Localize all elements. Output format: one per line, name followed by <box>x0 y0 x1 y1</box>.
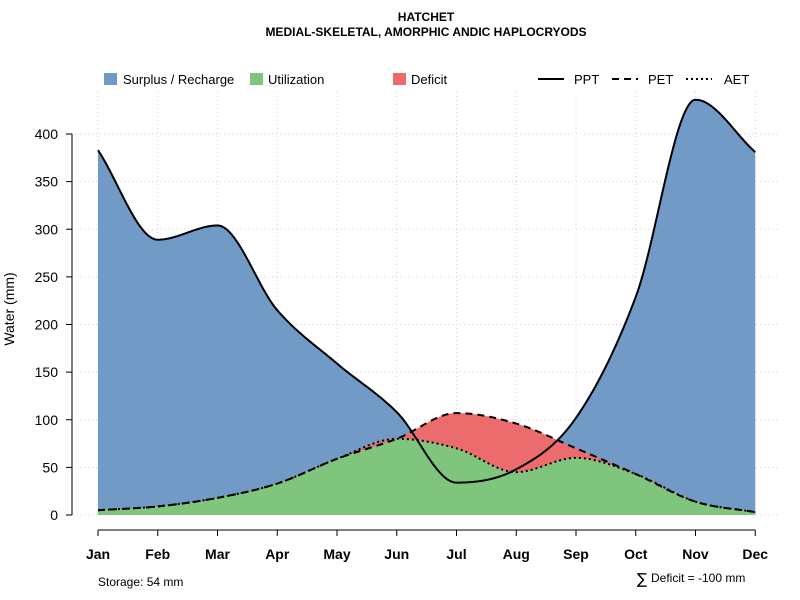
sum-symbol: ∑ <box>637 570 647 588</box>
series-line-aet <box>97 437 756 514</box>
x-tick-label: Apr <box>265 546 290 562</box>
x-tick-label: May <box>323 546 350 562</box>
y-tick-label: 250 <box>35 269 59 285</box>
y-axis-title: Water (mm) <box>1 272 17 345</box>
legend-swatch-utilization <box>250 73 263 85</box>
x-tick-label: Sep <box>563 546 589 562</box>
legend-label-pet: PET <box>648 72 673 87</box>
x-tick-label: Jul <box>446 546 466 562</box>
x-tick-label: Mar <box>205 546 230 562</box>
legend-label-deficit: Deficit <box>411 72 448 87</box>
storage-note: Storage: 54 mm <box>98 575 183 589</box>
x-tick-label: Aug <box>503 546 530 562</box>
line-layer <box>97 98 756 514</box>
x-tick-label: Jan <box>86 546 110 562</box>
chart-title: HATCHET <box>398 10 455 24</box>
surplus-area <box>98 99 756 516</box>
utilization-area <box>98 438 756 515</box>
y-tick-label: 400 <box>35 126 59 142</box>
y-tick-label: 200 <box>35 317 59 333</box>
legend-label-surplus: Surplus / Recharge <box>123 72 234 87</box>
y-tick-label: 0 <box>50 507 58 523</box>
legend-swatch-deficit <box>393 73 406 85</box>
deficit-note: Deficit = -100 mm <box>651 571 745 585</box>
chart-subtitle: MEDIAL-SKELETAL, AMORPHIC ANDIC HAPLOCRY… <box>265 25 586 39</box>
y-tick-label: 100 <box>35 412 59 428</box>
legend-swatch-surplus <box>104 73 117 85</box>
legend-label-ppt: PPT <box>574 72 599 87</box>
axes: 0 50 100 150 200 250 300 350 400 Jan Feb Mar Apr May J… <box>35 126 769 562</box>
y-tick-label: 150 <box>35 364 59 380</box>
area-layer <box>98 99 756 516</box>
legend-label-aet: AET <box>724 72 749 87</box>
x-tick-label: Dec <box>742 546 768 562</box>
legend-label-utilization: Utilization <box>268 72 324 87</box>
y-tick-label: 300 <box>35 221 59 237</box>
series-line-ppt <box>97 98 756 484</box>
x-tick-label: Nov <box>682 546 709 562</box>
x-tick-label: Feb <box>145 546 170 562</box>
y-tick-label: 50 <box>42 459 58 475</box>
x-tick-label: Jun <box>384 546 409 562</box>
legend: Surplus / Recharge Utilization Deficit P… <box>104 72 749 87</box>
x-tick-label: Oct <box>624 546 648 562</box>
y-tick-label: 350 <box>35 174 59 190</box>
